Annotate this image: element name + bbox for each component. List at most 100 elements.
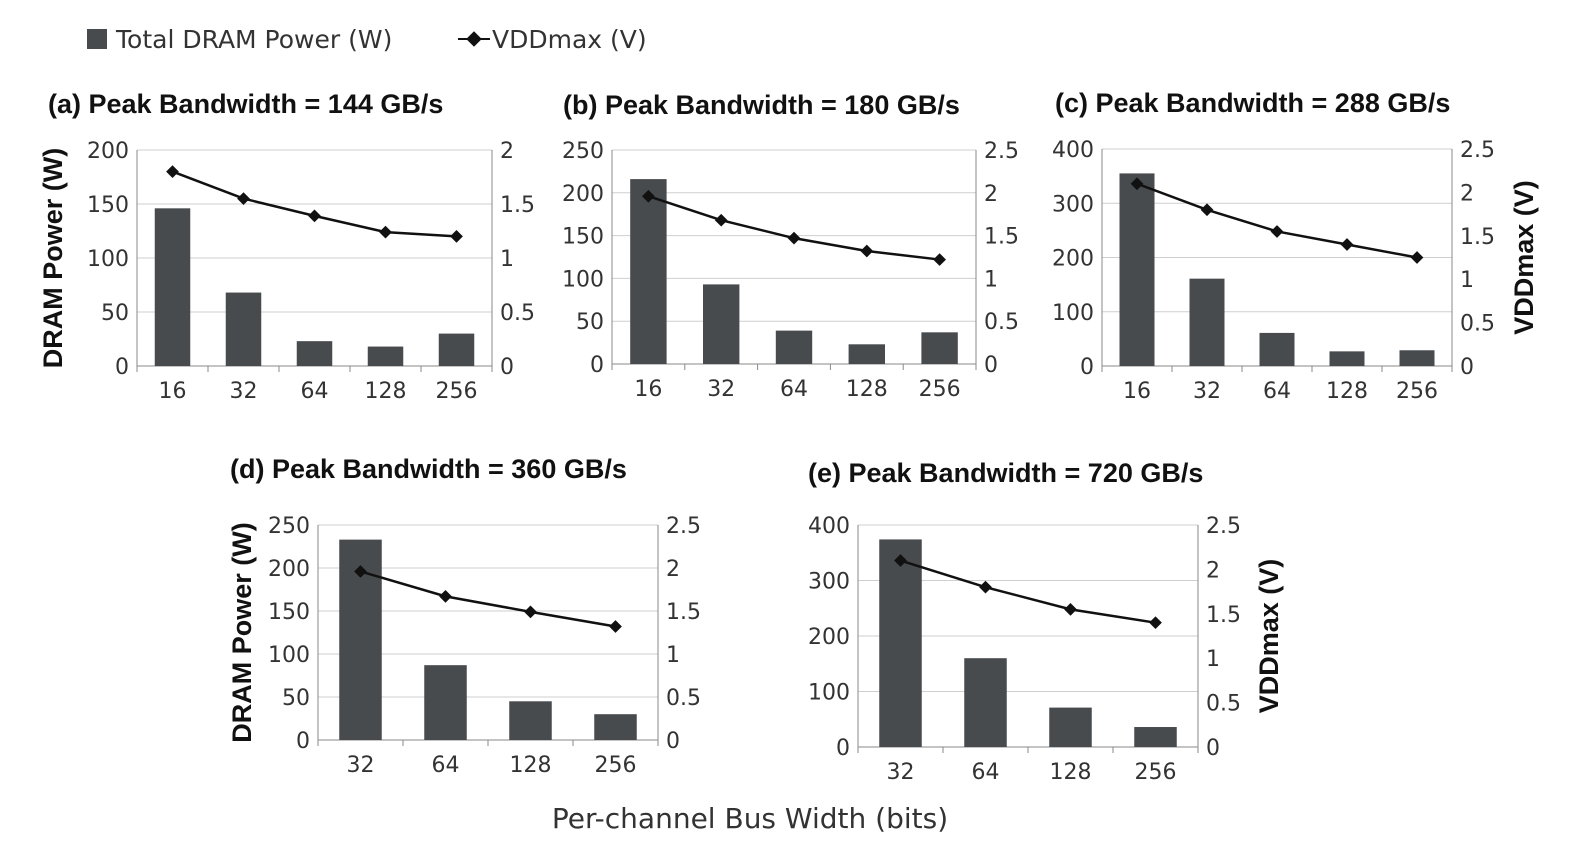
y-tick-label: 100: [87, 247, 129, 272]
vddmax-point: [860, 244, 874, 258]
x-tick-label: 16: [159, 379, 187, 404]
vddmax-point: [714, 213, 728, 227]
panel-c: (c) Peak Bandwidth = 288 GB/s 0 100 200 300 4…: [1052, 88, 1539, 404]
y2-tick-label: 1.5: [984, 225, 1019, 250]
y-axis-label: DRAM Power (W): [227, 522, 257, 742]
power-bar: [848, 344, 885, 364]
y-tick-label: 200: [562, 182, 604, 207]
y2-tick-label: 0.5: [666, 686, 701, 711]
x-tick-label: 256: [1396, 379, 1438, 404]
vddmax-point: [237, 192, 250, 205]
y-tick-label: 150: [87, 193, 129, 218]
x-tick-label: 128: [1326, 379, 1368, 404]
x-tick-label: 128: [510, 753, 552, 778]
power-bar: [1049, 707, 1092, 747]
power-bar: [367, 346, 404, 366]
y2-tick-label: 2.5: [984, 139, 1019, 164]
x-tick-label: 256: [436, 379, 478, 404]
panel-a: (a) Peak Bandwidth = 144 GB/s 0 50 100 150 2 0…: [38, 89, 535, 404]
power-bar: [921, 332, 958, 364]
y2-tick-label: 1.5: [500, 193, 535, 218]
x-tick-label: 64: [432, 753, 460, 778]
y-tick-label: 300: [1052, 192, 1094, 217]
vddmax-point: [979, 580, 992, 594]
y-tick-label: 0: [115, 355, 129, 380]
power-bar: [509, 701, 552, 740]
y2-tick-label: 0: [1206, 736, 1220, 761]
y2-tick-label: 0.5: [500, 301, 535, 326]
power-bar: [1329, 351, 1365, 366]
y2-tick-label: 1: [1206, 647, 1220, 672]
legend-line-marker: [466, 31, 482, 47]
x-tick-label: 128: [846, 377, 888, 402]
y2-tick-label: 1: [984, 267, 998, 292]
vddmax-point: [439, 590, 452, 603]
y2-axis-label: VDDmax (V): [1254, 559, 1284, 714]
y-axis-label: DRAM Power (W): [38, 148, 68, 368]
x-tick-label: 128: [1050, 760, 1092, 785]
x-tick-label: 32: [230, 379, 258, 404]
y2-tick-label: 2: [1460, 181, 1474, 206]
y2-tick-label: 1: [500, 247, 514, 272]
y-tick-label: 0: [1080, 355, 1094, 380]
vddmax-point: [166, 165, 179, 178]
vddmax-point: [1410, 251, 1424, 264]
y2-tick-label: 2: [500, 139, 514, 164]
y2-tick-label: 1.5: [666, 600, 701, 625]
y2-tick-label: 2.5: [666, 514, 701, 539]
y2-tick-label: 2: [666, 557, 680, 582]
x-tick-label: 64: [780, 377, 808, 402]
x-tick-label: 32: [347, 753, 375, 778]
y2-tick-label: 1: [1460, 268, 1474, 293]
power-bar: [1189, 278, 1225, 366]
vddmax-point: [308, 209, 321, 223]
power-bar: [630, 179, 667, 364]
y-tick-label: 100: [562, 267, 604, 292]
y-tick-label: 400: [808, 514, 850, 539]
power-bar: [1399, 350, 1435, 366]
y-tick-label: 250: [562, 139, 604, 164]
y-tick-label: 200: [808, 625, 850, 650]
power-bar: [296, 341, 333, 366]
vddmax-point: [933, 253, 946, 266]
legend-line-label: VDDmax (V): [492, 25, 647, 54]
power-bar: [879, 539, 922, 747]
power-bar: [154, 208, 191, 366]
panel-d: (d) Peak Bandwidth = 360 GB/s05010015020…: [227, 454, 701, 778]
panel-b: (b) Peak Bandwidth = 180 GB/s05010015020…: [562, 90, 1019, 402]
y-tick-label: 150: [562, 225, 604, 250]
x-tick-label: 64: [1263, 379, 1291, 404]
x-axis-label: Per-channel Bus Width (bits): [552, 802, 948, 835]
vddmax-point: [787, 231, 801, 245]
vddmax-point: [1200, 203, 1214, 217]
y-tick-label: 400: [1052, 138, 1094, 163]
power-bar: [703, 284, 740, 364]
panel-title: (a) Peak Bandwidth = 144 GB/s: [48, 89, 443, 119]
x-tick-label: 256: [595, 753, 637, 778]
y2-tick-label: 0: [1460, 355, 1474, 380]
power-bar: [1134, 727, 1177, 747]
y-tick-label: 50: [101, 301, 129, 326]
x-tick-label: 64: [972, 760, 1000, 785]
vddmax-point: [1064, 602, 1077, 616]
y2-tick-label: 1.5: [1206, 603, 1241, 628]
y2-tick-label: 0.5: [1460, 312, 1495, 337]
panel-title: (e) Peak Bandwidth = 720 GB/s: [808, 458, 1203, 488]
vddmax-line: [1136, 182, 1418, 259]
y-tick-label: 100: [1052, 301, 1094, 326]
y-tick-label: 200: [1052, 247, 1094, 272]
y-tick-label: 100: [808, 681, 850, 706]
y2-tick-label: 0: [500, 355, 514, 380]
x-tick-label: 16: [1123, 379, 1151, 404]
y2-tick-label: 2: [984, 182, 998, 207]
y2-tick-label: 0: [666, 729, 680, 754]
y2-tick-label: 2: [1206, 558, 1220, 583]
legend-bar-label: Total DRAM Power (W): [115, 25, 392, 54]
y2-tick-label: 2.5: [1460, 138, 1495, 163]
vddmax-point: [379, 225, 392, 239]
vddmax-point: [524, 605, 537, 619]
power-bar: [964, 658, 1007, 747]
y-tick-label: 250: [268, 514, 310, 539]
x-tick-label: 256: [919, 377, 961, 402]
